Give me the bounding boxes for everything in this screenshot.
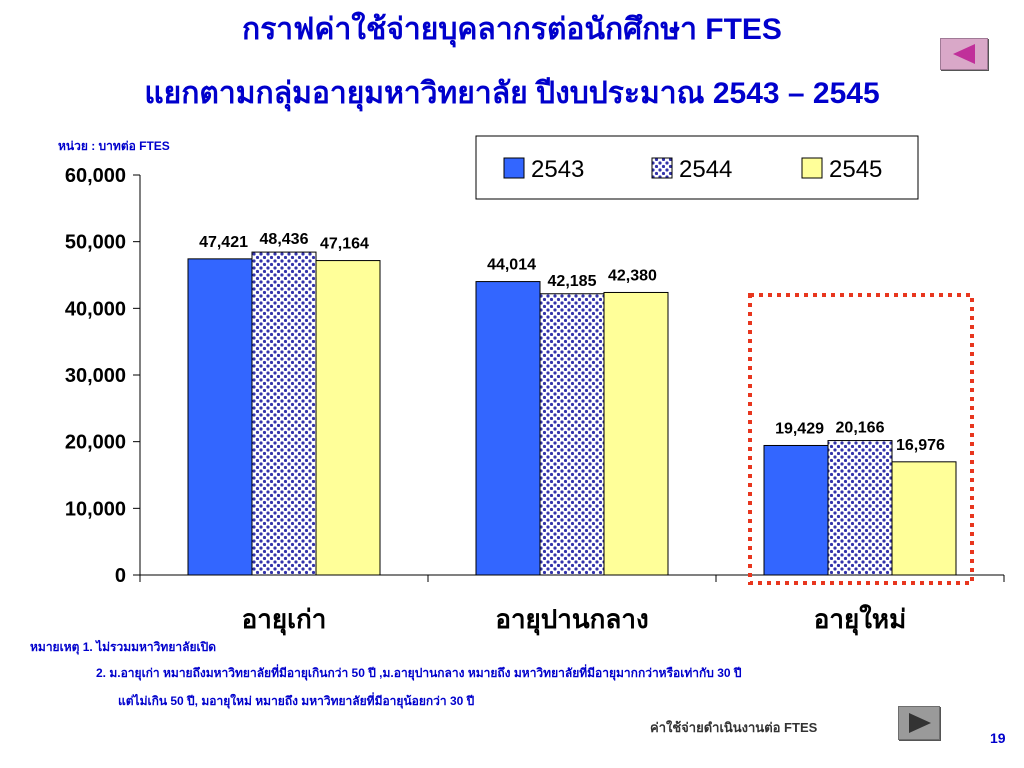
data-label: 19,429 bbox=[775, 420, 824, 437]
data-label: 48,436 bbox=[260, 231, 309, 248]
data-label: 44,014 bbox=[487, 257, 536, 274]
x-category-label: อายุปานกลาง bbox=[495, 604, 648, 636]
bar-2544 bbox=[251, 251, 317, 576]
bar-2543 bbox=[763, 444, 829, 576]
bar-2544 bbox=[539, 293, 605, 576]
y-tick-label: 60,000 bbox=[65, 165, 126, 187]
bar-2545 bbox=[315, 260, 381, 576]
legend-label: 2545 bbox=[829, 156, 882, 183]
y-tick-label: 40,000 bbox=[65, 298, 126, 320]
next-slide-button[interactable] bbox=[898, 706, 940, 740]
legend-box bbox=[475, 135, 919, 200]
bar-2543 bbox=[187, 258, 253, 576]
bar-2544 bbox=[827, 440, 893, 576]
y-tick-label: 0 bbox=[115, 565, 126, 587]
legend-label: 2544 bbox=[679, 156, 732, 183]
legend-swatch bbox=[651, 157, 673, 179]
previous-slide-button[interactable] bbox=[940, 38, 988, 70]
footer-caption: ค่าใช้จ่ายดำเนินงานต่อ FTES bbox=[650, 720, 818, 735]
unit-label: หน่วย : บาทต่อ FTES bbox=[58, 139, 170, 153]
bar-2545 bbox=[891, 461, 957, 576]
bar-chart: 0 10,000 20,000 30,000 40,000 50,000 60,000 อาย… bbox=[65, 135, 1005, 636]
y-tick-label: 10,000 bbox=[65, 498, 126, 520]
slide-title-line1: กราฟค่าใช้จ่ายบุคลากรต่อนักศึกษา FTES bbox=[242, 13, 782, 46]
data-label: 47,421 bbox=[199, 234, 248, 251]
x-category-label: อายุใหม่ bbox=[814, 604, 906, 636]
legend-swatch bbox=[503, 157, 525, 179]
note-heading: หมายเหตุ 1. ไม่รวมมหาวิทยาลัยเปิด bbox=[30, 640, 216, 654]
x-category-label: อายุเก่า bbox=[242, 604, 327, 636]
data-label: 20,166 bbox=[836, 420, 885, 437]
triangle-right-icon bbox=[909, 713, 931, 733]
bar-2545 bbox=[603, 291, 669, 576]
y-tick-label: 50,000 bbox=[65, 232, 126, 254]
data-label: 16,976 bbox=[896, 437, 945, 454]
bar-2543 bbox=[475, 281, 541, 576]
legend-swatch bbox=[801, 157, 823, 179]
note-item-2-line2: แต่ไม่เกิน 50 ปี, มอายุใหม่ หมายถึง มหาว… bbox=[118, 694, 475, 708]
slide-title-line2: แยกตามกลุ่มอายุมหาวิทยาลัย ปีงบประมาณ 25… bbox=[144, 77, 880, 110]
triangle-left-icon bbox=[953, 44, 975, 64]
highlight-box bbox=[748, 293, 974, 585]
legend-label: 2543 bbox=[531, 156, 584, 183]
data-label: 47,164 bbox=[320, 236, 369, 253]
note-item-2-line1: 2. ม.อายุเก่า หมายถึงมหาวิทยาลัยที่มีอาย… bbox=[96, 666, 742, 680]
page-number: 19 bbox=[990, 730, 1006, 746]
y-tick-label: 30,000 bbox=[65, 365, 126, 387]
data-label: 42,185 bbox=[548, 273, 597, 290]
y-tick-label: 20,000 bbox=[65, 432, 126, 454]
data-label: 42,380 bbox=[608, 267, 657, 284]
